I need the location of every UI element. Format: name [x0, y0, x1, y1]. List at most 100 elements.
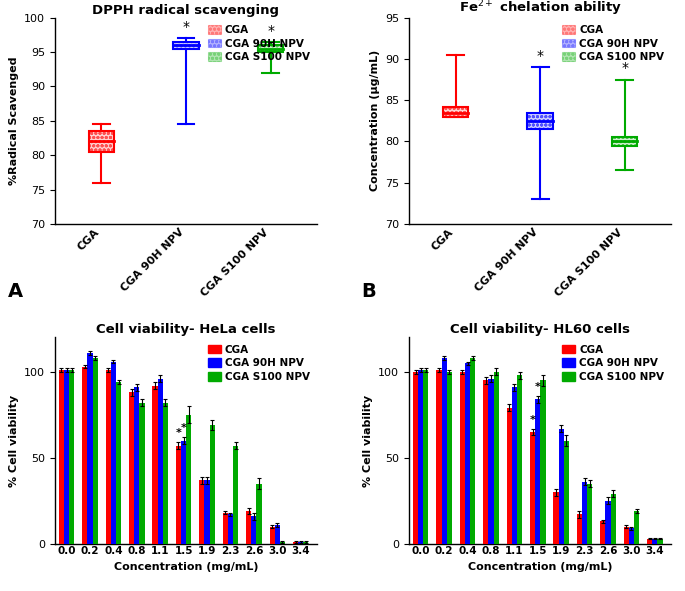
Bar [258, 46, 284, 52]
Bar [423, 370, 428, 544]
Bar [275, 525, 280, 544]
Bar [258, 46, 284, 52]
Bar [116, 382, 121, 544]
Bar [612, 137, 638, 145]
Text: *: * [535, 382, 540, 392]
Text: A: A [8, 282, 23, 301]
Bar [465, 363, 470, 544]
Bar [251, 516, 256, 544]
Bar [527, 113, 553, 129]
Text: B: B [362, 282, 377, 301]
Bar [88, 131, 114, 152]
Text: *: * [181, 423, 186, 433]
Bar [447, 372, 452, 544]
Bar [82, 366, 88, 544]
Bar [527, 113, 553, 129]
Title: Cell viability- HeLa cells: Cell viability- HeLa cells [96, 323, 276, 336]
Bar [582, 482, 587, 544]
Bar [158, 379, 163, 544]
Bar [553, 492, 559, 544]
Bar [293, 542, 298, 544]
Bar [559, 428, 564, 544]
Bar [587, 483, 593, 544]
Bar [658, 538, 662, 544]
Bar [298, 542, 303, 544]
Bar [199, 480, 205, 544]
Bar [270, 527, 275, 544]
Bar [606, 501, 610, 544]
Bar [600, 521, 606, 544]
Bar [303, 542, 308, 544]
Bar [634, 511, 639, 544]
Bar [173, 42, 199, 48]
Bar [470, 358, 475, 544]
Bar [436, 370, 442, 544]
Bar [173, 42, 199, 48]
Bar [527, 113, 553, 129]
Bar [88, 131, 114, 152]
Bar [105, 370, 111, 544]
Text: *: * [267, 24, 274, 38]
Bar [176, 446, 181, 544]
Bar [418, 370, 423, 544]
Bar [69, 370, 74, 544]
Legend: CGA, CGA 90H NPV, CGA S100 NPV: CGA, CGA 90H NPV, CGA S100 NPV [206, 23, 312, 64]
Y-axis label: % Cell viability: % Cell viability [8, 395, 18, 486]
Bar [612, 137, 638, 145]
Bar [443, 107, 469, 117]
Bar [564, 440, 569, 544]
Bar [129, 392, 134, 544]
Bar [577, 515, 582, 544]
Bar [507, 408, 512, 544]
Bar [460, 372, 465, 544]
Bar [443, 107, 469, 117]
Text: *: * [536, 49, 544, 63]
Bar [652, 538, 658, 544]
Bar [610, 494, 616, 544]
Bar [612, 137, 638, 145]
Bar [223, 513, 228, 544]
Bar [163, 403, 168, 544]
Bar [134, 387, 139, 544]
Text: *: * [530, 414, 536, 424]
Text: *: * [175, 428, 182, 439]
Bar [280, 542, 285, 544]
X-axis label: Concentration (mg/mL): Concentration (mg/mL) [114, 562, 258, 572]
Bar [483, 381, 488, 544]
Bar [624, 527, 629, 544]
Bar [258, 46, 284, 52]
Bar [443, 107, 469, 117]
Bar [205, 480, 210, 544]
Title: Cell viability- HL60 cells: Cell viability- HL60 cells [450, 323, 630, 336]
Text: *: * [182, 20, 190, 34]
Bar [88, 353, 92, 544]
Bar [173, 42, 199, 48]
Bar [233, 446, 238, 544]
Bar [111, 362, 116, 544]
Bar [64, 370, 69, 544]
Bar [186, 415, 191, 544]
Bar [535, 400, 540, 544]
Bar [246, 511, 251, 544]
Bar [153, 385, 158, 544]
Bar [629, 528, 634, 544]
Bar [442, 358, 447, 544]
Bar [139, 403, 145, 544]
Bar [210, 425, 215, 544]
Legend: CGA, CGA 90H NPV, CGA S100 NPV: CGA, CGA 90H NPV, CGA S100 NPV [560, 23, 666, 64]
Bar [540, 381, 545, 544]
Y-axis label: Concentration (µg/mL): Concentration (µg/mL) [369, 50, 379, 191]
Bar [228, 515, 233, 544]
Legend: CGA, CGA 90H NPV, CGA S100 NPV: CGA, CGA 90H NPV, CGA S100 NPV [560, 343, 666, 384]
Bar [59, 370, 64, 544]
Bar [493, 372, 499, 544]
Bar [647, 538, 652, 544]
Bar [517, 375, 522, 544]
Bar [92, 358, 98, 544]
Y-axis label: %Radical Scavenged: %Radical Scavenged [8, 57, 18, 185]
Y-axis label: % Cell viability: % Cell viability [362, 395, 373, 486]
Title: DPPH radical scavenging: DPPH radical scavenging [92, 4, 279, 17]
Bar [413, 372, 418, 544]
X-axis label: Concentration (mg/mL): Concentration (mg/mL) [468, 562, 612, 572]
Text: *: * [621, 61, 628, 76]
